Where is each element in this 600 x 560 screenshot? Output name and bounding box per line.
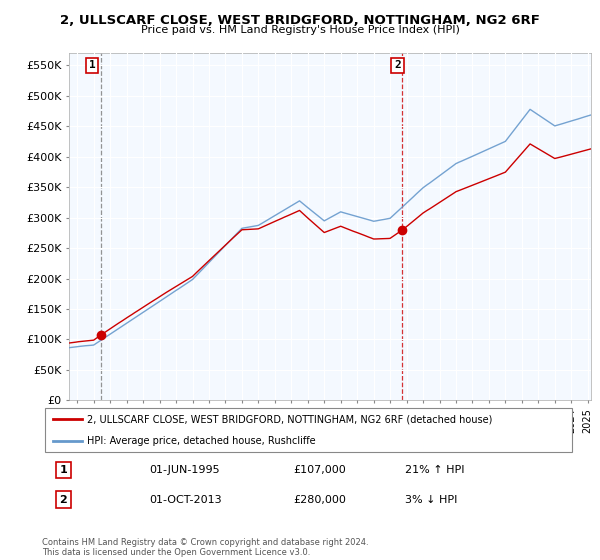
Text: Price paid vs. HM Land Registry's House Price Index (HPI): Price paid vs. HM Land Registry's House … [140, 25, 460, 35]
Text: 3% ↓ HPI: 3% ↓ HPI [405, 494, 457, 505]
Text: £280,000: £280,000 [293, 494, 346, 505]
Text: 1: 1 [89, 60, 96, 71]
Text: 2: 2 [59, 494, 67, 505]
Text: 1: 1 [59, 465, 67, 475]
Text: Contains HM Land Registry data © Crown copyright and database right 2024.
This d: Contains HM Land Registry data © Crown c… [42, 538, 368, 557]
FancyBboxPatch shape [44, 408, 572, 452]
Text: 2: 2 [394, 60, 401, 71]
Text: 01-OCT-2013: 01-OCT-2013 [149, 494, 221, 505]
Text: £107,000: £107,000 [293, 465, 346, 475]
Text: 01-JUN-1995: 01-JUN-1995 [149, 465, 220, 475]
Text: 2, ULLSCARF CLOSE, WEST BRIDGFORD, NOTTINGHAM, NG2 6RF (detached house): 2, ULLSCARF CLOSE, WEST BRIDGFORD, NOTTI… [88, 414, 493, 424]
Text: 2, ULLSCARF CLOSE, WEST BRIDGFORD, NOTTINGHAM, NG2 6RF: 2, ULLSCARF CLOSE, WEST BRIDGFORD, NOTTI… [60, 14, 540, 27]
Text: 21% ↑ HPI: 21% ↑ HPI [405, 465, 464, 475]
Text: HPI: Average price, detached house, Rushcliffe: HPI: Average price, detached house, Rush… [88, 436, 316, 446]
